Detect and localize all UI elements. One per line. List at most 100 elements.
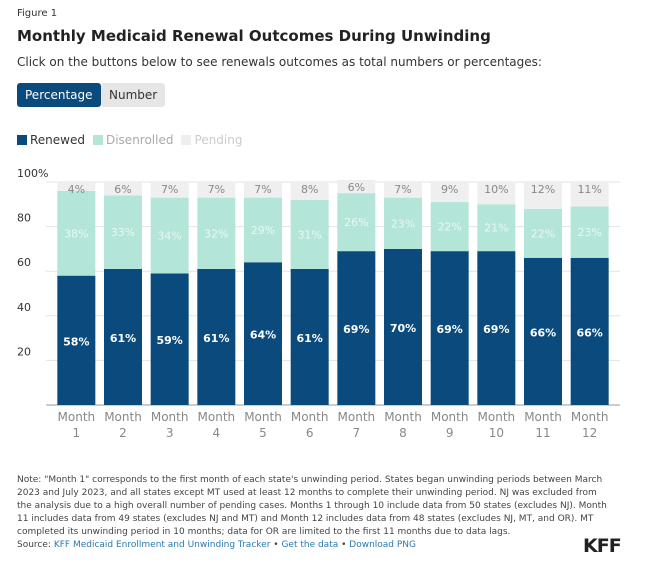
bar-renewed[interactable]: [197, 268, 236, 405]
x-tick-label: 11: [535, 426, 550, 440]
bar-disenrolled[interactable]: [477, 204, 516, 252]
number-button[interactable]: Number: [101, 83, 166, 107]
data-label: 61%: [296, 332, 322, 345]
data-label: 26%: [344, 216, 368, 229]
source-label: Source:: [17, 540, 51, 550]
data-label: 64%: [250, 329, 276, 342]
x-tick-label: 10: [489, 426, 504, 440]
percentage-button[interactable]: Percentage: [17, 83, 101, 107]
bar-renewed[interactable]: [477, 251, 516, 405]
data-label: 61%: [203, 332, 229, 345]
source-line: Source: KFF Medicaid Enrollment and Unwi…: [17, 540, 416, 550]
bar-pending[interactable]: [197, 182, 236, 198]
data-label: 58%: [63, 335, 89, 348]
bar-pending[interactable]: [384, 182, 422, 198]
y-tick-label: 40: [17, 301, 31, 314]
x-tick-label: 9: [446, 426, 454, 440]
bar-pending[interactable]: [570, 182, 609, 207]
bar-pending[interactable]: [524, 182, 562, 209]
bar-disenrolled[interactable]: [570, 206, 609, 258]
data-label: 33%: [111, 226, 135, 239]
x-tick-label: 12: [582, 426, 597, 440]
data-label: 69%: [343, 323, 369, 336]
data-label: 29%: [251, 224, 275, 237]
x-tick-label: 5: [259, 426, 267, 440]
bar-disenrolled[interactable]: [290, 199, 329, 269]
data-label: 61%: [110, 332, 136, 345]
bar-pending[interactable]: [104, 182, 142, 196]
x-tick-label: 8: [399, 426, 407, 440]
bar-pending[interactable]: [150, 182, 189, 198]
bar-disenrolled[interactable]: [57, 190, 96, 276]
bar-renewed[interactable]: [244, 262, 282, 405]
legend-renewed[interactable]: Renewed: [17, 133, 85, 147]
data-label: 70%: [390, 322, 416, 335]
bar-disenrolled[interactable]: [524, 208, 562, 258]
data-label: 12%: [531, 183, 555, 196]
bar-pending[interactable]: [57, 182, 96, 191]
data-label: 59%: [156, 334, 182, 347]
bar-renewed[interactable]: [290, 268, 329, 405]
data-label: 23%: [577, 226, 601, 239]
y-tick-label: 20: [17, 345, 31, 358]
x-tick-label: Month: [524, 410, 562, 424]
data-label: 66%: [576, 326, 602, 339]
chart-title: Monthly Medicaid Renewal Outcomes During…: [17, 27, 491, 45]
x-tick-label: 1: [73, 426, 81, 440]
x-tick-label: Month: [244, 410, 282, 424]
bar-pending[interactable]: [477, 182, 516, 205]
bar-renewed[interactable]: [150, 273, 189, 405]
data-label: 38%: [64, 227, 88, 240]
tracker-link[interactable]: KFF Medicaid Enrollment and Unwinding Tr…: [53, 540, 271, 550]
download-png-link[interactable]: Download PNG: [349, 540, 417, 550]
bar-renewed[interactable]: [524, 257, 562, 405]
data-label: 10%: [484, 183, 508, 196]
legend: Renewed Disenrolled Pending: [17, 133, 242, 147]
bar-renewed[interactable]: [337, 251, 376, 405]
subtitle: Click on the buttons below to see renewa…: [17, 55, 542, 69]
x-tick-label: 7: [353, 426, 361, 440]
bar-pending[interactable]: [430, 182, 469, 203]
note: Note: "Month 1" corresponds to the first…: [17, 475, 607, 537]
kff-logo: KFF: [583, 535, 622, 557]
legend-pending[interactable]: Pending: [181, 133, 242, 147]
bar-renewed[interactable]: [104, 268, 142, 405]
bar-disenrolled[interactable]: [197, 197, 236, 269]
bar-renewed[interactable]: [384, 248, 422, 405]
legend-label: Pending: [194, 133, 243, 147]
chart-area: 20406080100%58%38%4%Month161%33%6%Month2…: [17, 167, 620, 440]
bar-renewed[interactable]: [430, 251, 469, 405]
legend-disenrolled[interactable]: Disenrolled: [92, 133, 173, 147]
bar-disenrolled[interactable]: [244, 197, 282, 263]
data-label: 69%: [436, 323, 462, 336]
bar-pending[interactable]: [337, 179, 376, 194]
data-label: 7%: [254, 183, 271, 196]
bar-disenrolled[interactable]: [104, 195, 142, 269]
data-label: 6%: [348, 181, 365, 194]
data-label: 11%: [577, 183, 601, 196]
bar-renewed[interactable]: [57, 275, 96, 405]
bar-pending[interactable]: [290, 182, 329, 200]
data-label: 7%: [394, 183, 411, 196]
x-tick-label: Month: [198, 410, 236, 424]
data-label: 8%: [301, 183, 318, 196]
data-label: 6%: [114, 183, 131, 196]
bar-disenrolled[interactable]: [150, 197, 189, 274]
data-label: 21%: [484, 222, 508, 235]
x-tick-label: Month: [384, 410, 422, 424]
data-label: 22%: [531, 227, 555, 240]
legend-swatch: [92, 135, 103, 145]
bar-disenrolled[interactable]: [384, 197, 422, 249]
separator: •: [338, 540, 350, 550]
x-tick-label: Month: [431, 410, 469, 424]
y-tick-label: 80: [17, 212, 31, 225]
x-tick-label: 6: [306, 426, 314, 440]
bar-disenrolled[interactable]: [337, 193, 376, 252]
legend-swatch: [17, 135, 27, 145]
bar-disenrolled[interactable]: [430, 202, 469, 252]
x-tick-label: Month: [291, 410, 329, 424]
bar-renewed[interactable]: [570, 257, 609, 405]
get-data-link[interactable]: Get the data: [281, 540, 339, 550]
x-tick-label: Month: [58, 410, 96, 424]
bar-pending[interactable]: [244, 182, 282, 198]
